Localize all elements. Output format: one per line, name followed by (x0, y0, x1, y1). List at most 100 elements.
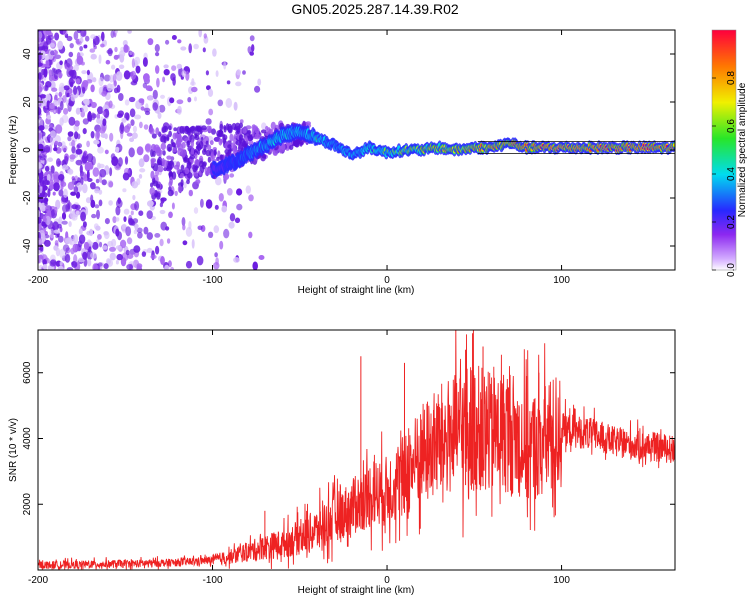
heatmap-noise-cell (98, 163, 105, 169)
heatmap-noise-cell (160, 197, 165, 204)
heatmap-noise-cell (242, 127, 247, 134)
colorbar-band (712, 187, 736, 189)
colorbar-band (712, 123, 736, 125)
heatmap-noise-cell (83, 44, 88, 49)
heatmap-noise-cell (138, 174, 143, 179)
heatmap-noise-cell (138, 210, 144, 216)
colorbar-band (712, 181, 736, 183)
colorbar-band (712, 121, 736, 123)
heatmap-noise-cell (172, 132, 177, 140)
snr-x-tick-label: 100 (553, 575, 570, 586)
heatmap-noise-cell (66, 35, 73, 42)
colorbar-band (712, 175, 736, 177)
colorbar-band (712, 94, 736, 96)
heatmap-noise-cell (289, 144, 294, 150)
colorbar-band (712, 107, 736, 109)
heatmap-noise-cell (227, 144, 232, 149)
heatmap-noise-cell (171, 35, 177, 40)
colorbar-band (712, 245, 736, 247)
heatmap-noise-cell (38, 184, 41, 194)
colorbar-band (712, 189, 736, 191)
heatmap-noise-cell (118, 64, 125, 70)
colorbar-band (712, 66, 736, 68)
heatmap-noise-cell (73, 30, 79, 41)
heatmap-noise-cell (251, 44, 255, 53)
heatmap-noise-cell (122, 172, 130, 181)
heatmap-noise-cell (109, 132, 114, 142)
colorbar-band (712, 78, 736, 80)
heatmap-noise-cell (179, 125, 185, 134)
colorbar-band (712, 163, 736, 165)
heatmap-noise-cell (188, 189, 193, 197)
heatmap-noise-cell (193, 172, 199, 177)
colorbar-band (712, 60, 736, 62)
heatmap-noise-cell (180, 46, 187, 51)
colorbar-band (712, 118, 736, 120)
heatmap-noise-cell (254, 127, 260, 134)
heatmap-noise-cell (155, 169, 159, 177)
heatmap-noise-cell (170, 73, 176, 82)
heatmap-noise-cell (115, 205, 121, 216)
heatmap-noise-cell (86, 140, 90, 148)
heatmap-noise-cell (94, 204, 100, 209)
colorbar-band (712, 48, 736, 50)
colorbar-band (712, 172, 736, 174)
colorbar-band (712, 57, 736, 59)
colorbar-band (712, 185, 736, 187)
heatmap-noise-cell (177, 39, 182, 44)
heatmap-noise-cell (58, 86, 65, 93)
heatmap-noise-cell (135, 65, 141, 74)
heatmap-noise-cell (248, 231, 253, 239)
colorbar-band (712, 46, 736, 48)
heatmap-noise-cell (38, 132, 42, 141)
heatmap-noise-cell (133, 245, 141, 253)
heatmap-noise-cell (38, 143, 44, 152)
heatmap-y-tick-label: -20 (22, 190, 33, 205)
colorbar-band (712, 147, 736, 149)
heatmap-noise-cell (191, 86, 198, 93)
heatmap-noise-cell (134, 225, 138, 231)
heatmap-noise-cell (129, 137, 135, 142)
colorbar-band (712, 210, 736, 212)
colorbar-band (712, 197, 736, 199)
heatmap-noise-cell (157, 165, 164, 173)
heatmap-noise-cell (81, 105, 88, 113)
heatmap-noise-cell (126, 237, 133, 245)
heatmap-noise-cell (245, 125, 252, 130)
colorbar-band (712, 93, 736, 95)
heatmap-noise-cell (50, 50, 55, 56)
heatmap-noise-cell (82, 80, 89, 88)
colorbar-band (712, 249, 736, 251)
heatmap-noise-cell (205, 199, 213, 209)
heatmap-noise-cell (134, 56, 141, 65)
heatmap-noise-cell (205, 118, 212, 125)
heatmap-noise-cell (118, 93, 124, 101)
heatmap-noise-cell (144, 143, 152, 153)
heatmap-noise-cell (53, 182, 60, 192)
heatmap-noise-cell (68, 221, 72, 227)
heatmap-noise-cell (77, 143, 82, 149)
heatmap-noise-cell (59, 248, 65, 259)
heatmap-noise-cell (206, 144, 212, 151)
heatmap-noise-cell (38, 255, 41, 264)
heatmap-noise-cell (97, 106, 104, 115)
heatmap-noise-cell (223, 61, 227, 70)
heatmap-noise-cell (236, 69, 242, 76)
heatmap-noise-cell (38, 37, 42, 43)
heatmap-noise-cell (245, 185, 251, 194)
heatmap-noise-cell (60, 100, 64, 111)
heatmap-noise-cell (47, 157, 53, 162)
heatmap-noise-cell (48, 102, 56, 113)
heatmap-noise-cell (124, 99, 130, 106)
colorbar-band (712, 134, 736, 136)
heatmap-noise-cell (54, 72, 58, 80)
colorbar-band (712, 72, 736, 74)
heatmap-noise-cell (184, 167, 190, 175)
heatmap-y-tick-label: 0 (22, 147, 33, 153)
heatmap-noise-cell (265, 131, 270, 137)
heatmap-noise-cell (45, 81, 52, 88)
colorbar-band (712, 193, 736, 195)
heatmap-noise-cell (101, 31, 105, 42)
heatmap-noise-cell (113, 54, 119, 60)
colorbar-band (712, 115, 736, 117)
